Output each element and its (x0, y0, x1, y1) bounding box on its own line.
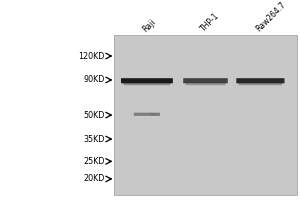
Text: 90KD: 90KD (84, 75, 105, 84)
Text: 50KD: 50KD (84, 111, 105, 120)
FancyBboxPatch shape (121, 78, 173, 83)
FancyBboxPatch shape (124, 83, 170, 85)
FancyBboxPatch shape (134, 113, 160, 116)
Text: 20KD: 20KD (84, 174, 105, 183)
Text: 25KD: 25KD (83, 157, 105, 166)
Text: Raji: Raji (141, 17, 157, 34)
FancyBboxPatch shape (151, 113, 157, 115)
FancyBboxPatch shape (239, 83, 282, 85)
Text: 120KD: 120KD (79, 52, 105, 61)
Bar (114, 35, 297, 195)
Text: Raw264.7: Raw264.7 (254, 0, 287, 34)
Text: 35KD: 35KD (84, 135, 105, 144)
FancyBboxPatch shape (236, 78, 284, 83)
FancyBboxPatch shape (183, 78, 228, 83)
FancyBboxPatch shape (185, 83, 226, 85)
Text: THP-1: THP-1 (199, 11, 221, 34)
